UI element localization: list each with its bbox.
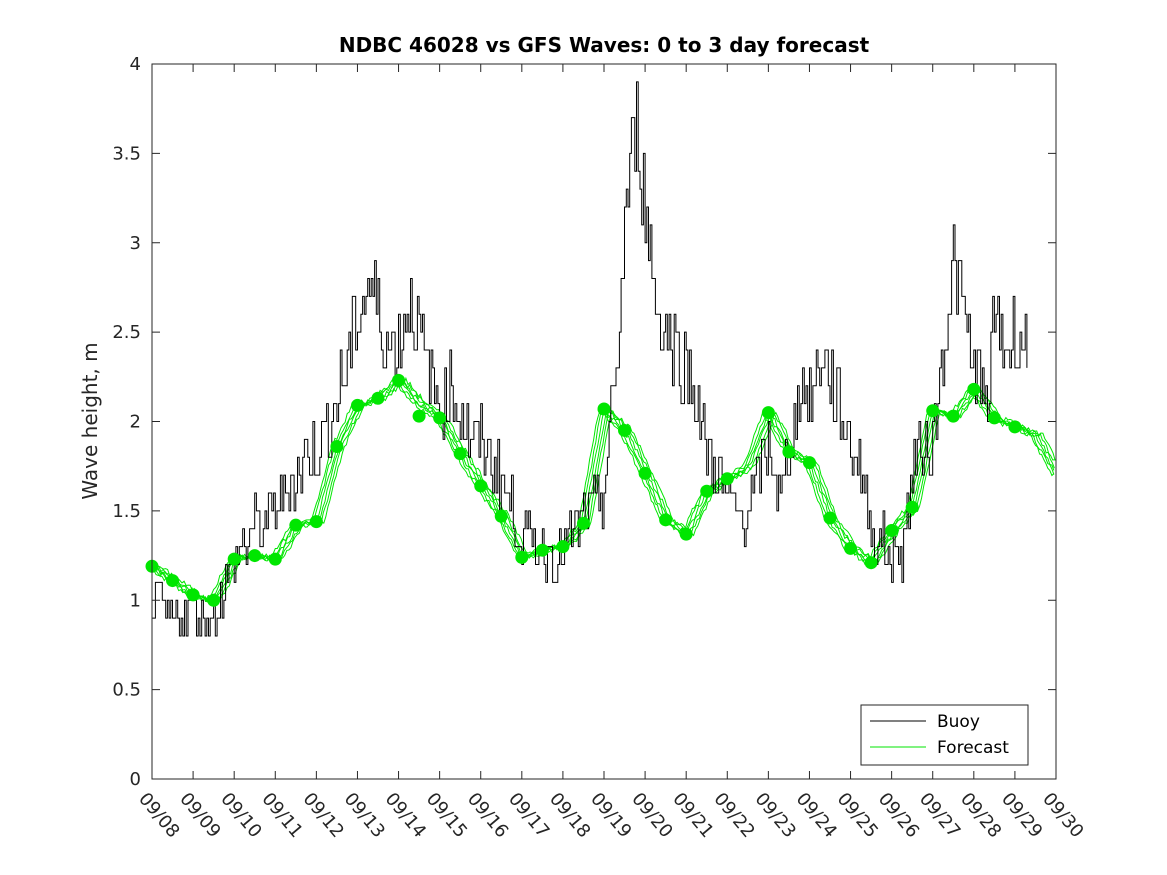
forecast-marker	[535, 543, 549, 557]
y-axis-label: Wave height, m	[78, 342, 102, 499]
forecast-marker	[576, 516, 590, 530]
y-tick-label: 0	[130, 769, 141, 790]
forecast-marker	[166, 574, 180, 588]
y-tick-label: 4	[130, 54, 141, 75]
forecast-line	[159, 376, 1056, 602]
y-tick-label: 1	[130, 590, 141, 611]
forecast-marker	[802, 456, 816, 470]
forecast-marker	[618, 423, 632, 437]
buoy-line	[152, 81, 1028, 637]
forecast-marker	[371, 391, 385, 405]
legend-buoy-label: Buoy	[937, 712, 980, 732]
forecast-marker	[412, 409, 426, 423]
forecast-marker	[474, 479, 488, 493]
chart-title: NDBC 46028 vs GFS Waves: 0 to 3 day fore…	[339, 33, 870, 57]
forecast-marker	[967, 382, 981, 396]
y-tick-label: 0.5	[112, 680, 141, 701]
y-tick-label: 2.5	[112, 322, 141, 343]
forecast-marker	[268, 552, 282, 566]
forecast-marker	[782, 445, 796, 459]
forecast-marker	[720, 472, 734, 486]
forecast-marker	[638, 466, 652, 480]
axes-background	[152, 64, 1056, 779]
forecast-marker	[392, 373, 406, 387]
forecast-marker	[987, 411, 1001, 425]
forecast-marker	[248, 549, 262, 563]
forecast-marker	[946, 409, 960, 423]
plot-area	[152, 64, 1056, 779]
y-tick-label: 1.5	[112, 501, 141, 522]
forecast-marker	[515, 550, 529, 564]
y-axis: 0 0.5 1 1.5 2 2.5 3 3.5 4	[112, 54, 1056, 790]
forecast-marker	[926, 404, 940, 418]
forecast-line	[156, 380, 1055, 604]
forecast-marker	[864, 556, 878, 570]
buoy-line-group	[152, 81, 1028, 637]
forecast-marker	[823, 511, 837, 525]
legend: Buoy Forecast	[860, 704, 1029, 766]
forecast-marker	[330, 440, 344, 454]
y-tick-label: 2	[130, 412, 141, 433]
y-tick-label: 3.5	[112, 143, 141, 164]
forecast-marker	[885, 524, 899, 538]
forecast-marker	[844, 541, 858, 555]
forecast-marker	[207, 593, 221, 607]
legend-box	[860, 704, 1029, 766]
forecast-marker	[1008, 420, 1022, 434]
forecast-marker	[761, 406, 775, 420]
forecast-marker	[289, 518, 303, 532]
forecast-marker	[659, 513, 673, 527]
forecast-marker	[227, 552, 241, 566]
forecast-marker	[494, 509, 508, 523]
forecast-marker	[905, 500, 919, 514]
forecast-marker	[453, 447, 467, 461]
forecast-marker	[597, 402, 611, 416]
y-tick-label: 3	[130, 233, 141, 254]
forecast-marker	[556, 540, 570, 554]
forecast-marker	[433, 411, 447, 425]
forecast-markers	[145, 373, 1022, 607]
legend-forecast-label: Forecast	[937, 738, 1009, 758]
forecast-marker	[309, 515, 323, 529]
forecast-marker	[700, 484, 714, 498]
forecast-marker	[350, 398, 364, 412]
forecast-marker	[679, 527, 693, 541]
forecast-marker	[186, 588, 200, 602]
